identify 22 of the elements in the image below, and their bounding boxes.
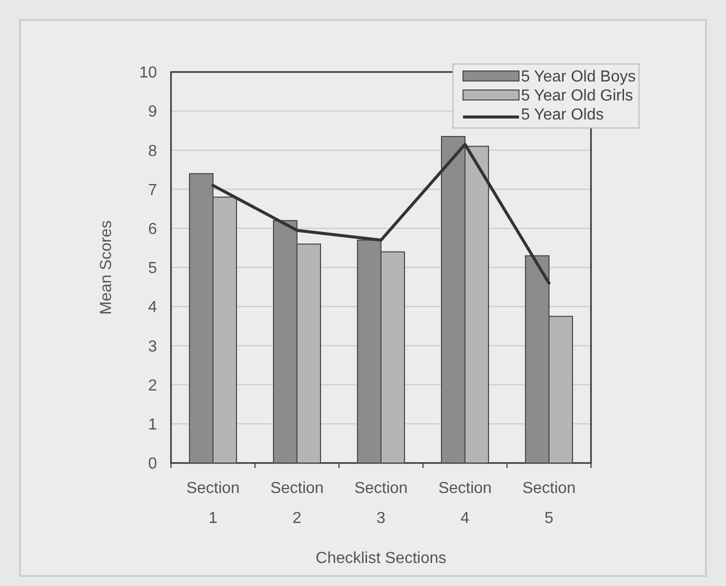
y-tick-label: 0 — [148, 456, 158, 473]
legend-label: 5 Year Olds — [521, 106, 604, 124]
y-tick-label: 2 — [148, 377, 158, 394]
line-series — [212, 142, 550, 285]
y-tick-label: 9 — [148, 104, 158, 121]
y-tick-label: 6 — [148, 221, 158, 238]
x-tick-label: Section 3 — [354, 480, 408, 527]
y-tick-label: 5 — [148, 260, 158, 278]
y-tick-label: 1 — [148, 416, 158, 434]
y-tick-label: 10 — [139, 64, 158, 82]
x-tick-label: Section 5 — [522, 480, 576, 527]
y-tick-label: 8 — [148, 142, 158, 160]
y-tick-label: 3 — [148, 338, 158, 356]
y-tick-label: 4 — [148, 299, 158, 316]
y-tick-label: 7 — [148, 182, 158, 199]
legend-label: 5 Year Old Girls — [521, 88, 634, 105]
legend-label: 5 Year Old Boys — [521, 68, 636, 86]
y-axis-title: Mean Scores — [98, 220, 115, 315]
x-axis-title: Checklist Sections — [316, 550, 446, 567]
x-tick-label: Section 1 — [186, 480, 240, 527]
x-tick-label: Section 4 — [438, 480, 492, 527]
x-tick-label: Section 2 — [270, 480, 324, 527]
